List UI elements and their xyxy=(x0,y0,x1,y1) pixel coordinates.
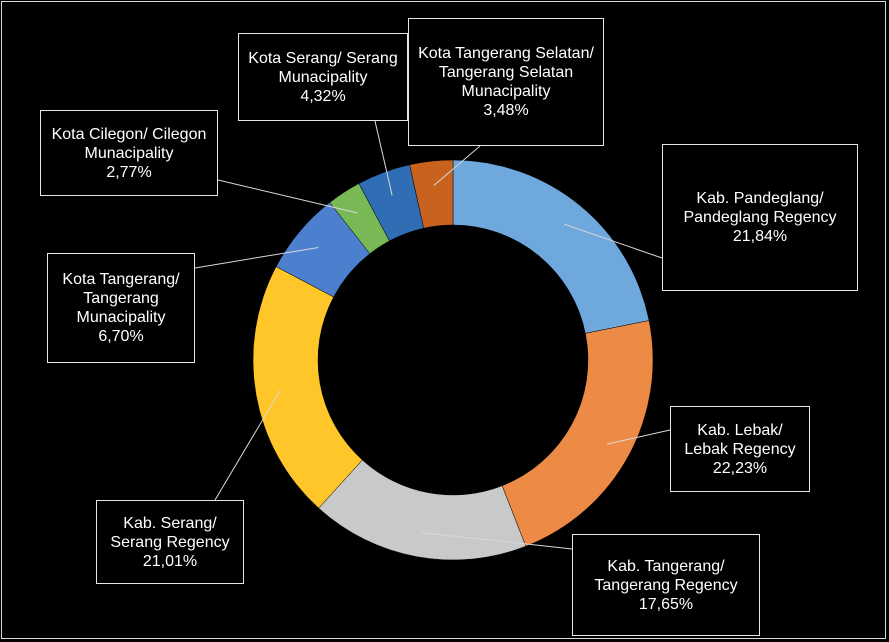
leader-line xyxy=(606,429,671,445)
donut-slice xyxy=(501,320,654,547)
category-label: Kab. Serang/ Serang Regency xyxy=(110,514,230,551)
data-label: Kota Serang/ Serang Munacipality 4,32% xyxy=(238,33,408,121)
value-label: 3,48% xyxy=(483,102,529,119)
donut-slice xyxy=(318,459,527,561)
value-label: 22,23% xyxy=(712,459,768,477)
value-label: 21,01% xyxy=(142,552,198,570)
data-label: Kota Tangerang Selatan/ Tangerang Selata… xyxy=(408,18,604,146)
leader-line xyxy=(374,120,393,196)
category-label: Kab. Lebak/ Lebak Regency xyxy=(684,421,796,458)
data-label: Kab. Tangerang/ Tangerang Regency 17,65% xyxy=(572,534,760,636)
category-label: Kab. Pandeglang/ Pandeglang Regency xyxy=(683,190,837,226)
data-label: Kota Tangerang/ Tangerang Munacipality 6,… xyxy=(47,253,195,363)
leader-line xyxy=(194,246,319,269)
data-label: Kota Cilegon/ Cilegon Munacipality 2,77% xyxy=(40,110,218,196)
leader-line xyxy=(564,223,663,259)
category-label: Kota Tangerang Selatan/ Tangerang Selata… xyxy=(418,45,594,100)
data-label: Kab. Pandeglang/ Pandeglang Regency 21,84… xyxy=(662,144,858,291)
data-label: Kab. Serang/ Serang Regency 21,01% xyxy=(96,500,244,584)
leader-line xyxy=(217,179,358,214)
category-label: Kab. Tangerang/ Tangerang Regency xyxy=(594,557,738,594)
value-label: 17,65% xyxy=(638,595,694,613)
data-label: Kab. Lebak/ Lebak Regency 22,23% xyxy=(670,406,810,492)
value-label: 6,70% xyxy=(98,328,144,345)
value-label: 4,32% xyxy=(300,87,346,105)
donut-slice xyxy=(409,159,454,229)
donut-slice xyxy=(252,266,363,509)
category-label: Kota Serang/ Serang Munacipality xyxy=(248,49,398,86)
category-label: Kota Cilegon/ Cilegon Munacipality xyxy=(51,125,207,162)
donut-slice xyxy=(452,159,650,334)
leader-line xyxy=(433,145,481,186)
category-label: Kota Tangerang/ Tangerang Munacipality xyxy=(62,271,180,326)
value-label: 2,77% xyxy=(106,163,152,181)
leader-line xyxy=(214,390,281,501)
leader-line xyxy=(421,532,601,553)
value-label: 21,84% xyxy=(732,228,788,245)
